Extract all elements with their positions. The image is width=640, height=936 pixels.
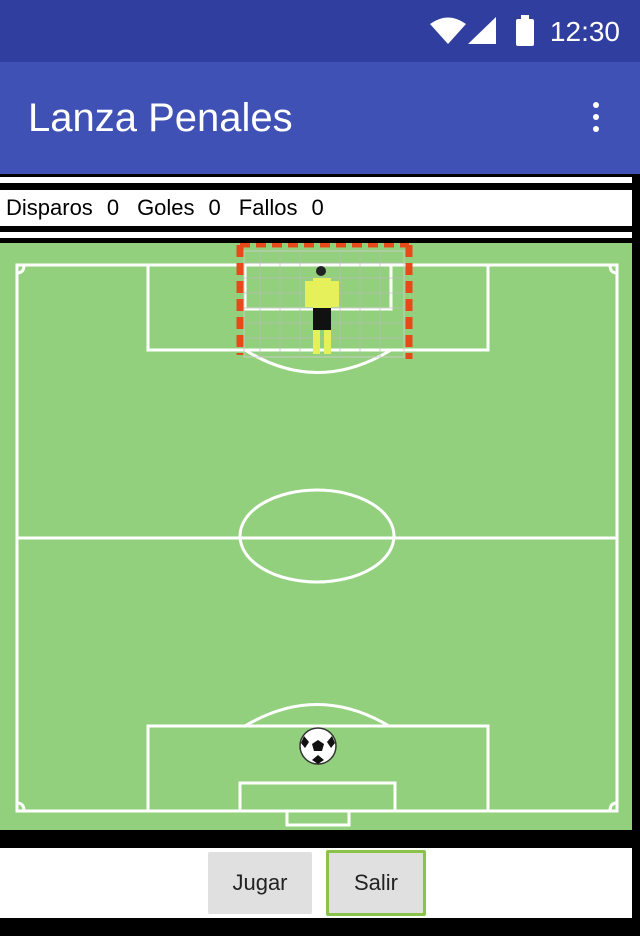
field-lines bbox=[15, 243, 619, 827]
score-bar: Disparos 0 Goles 0 Fallos 0 bbox=[0, 190, 632, 226]
goals-value: 0 bbox=[208, 195, 221, 220]
soccer-field[interactable] bbox=[0, 243, 632, 830]
exit-button[interactable]: Salir bbox=[326, 850, 426, 916]
signal-icon bbox=[468, 17, 496, 44]
status-time: 12:30 bbox=[549, 16, 620, 47]
goalkeeper-icon bbox=[305, 266, 339, 354]
wifi-icon bbox=[430, 17, 466, 44]
battery-icon bbox=[516, 15, 534, 46]
misses-value: 0 bbox=[311, 195, 324, 220]
goals-label: Goles bbox=[137, 195, 195, 220]
more-vert-icon[interactable] bbox=[584, 100, 608, 136]
divider bbox=[0, 177, 632, 183]
soccer-ball-icon bbox=[299, 727, 337, 765]
shots-value: 0 bbox=[106, 195, 120, 220]
app-title: Lanza Penales bbox=[28, 96, 293, 140]
shots-label: Disparos bbox=[6, 195, 93, 220]
status-bar: 12:30 bbox=[0, 0, 640, 62]
divider bbox=[0, 232, 632, 238]
misses-label: Fallos bbox=[238, 195, 298, 220]
app-bar: Lanza Penales bbox=[0, 62, 640, 174]
play-button[interactable]: Jugar bbox=[208, 852, 312, 914]
button-panel: Jugar Salir bbox=[0, 848, 632, 918]
goal-icon bbox=[236, 243, 413, 359]
